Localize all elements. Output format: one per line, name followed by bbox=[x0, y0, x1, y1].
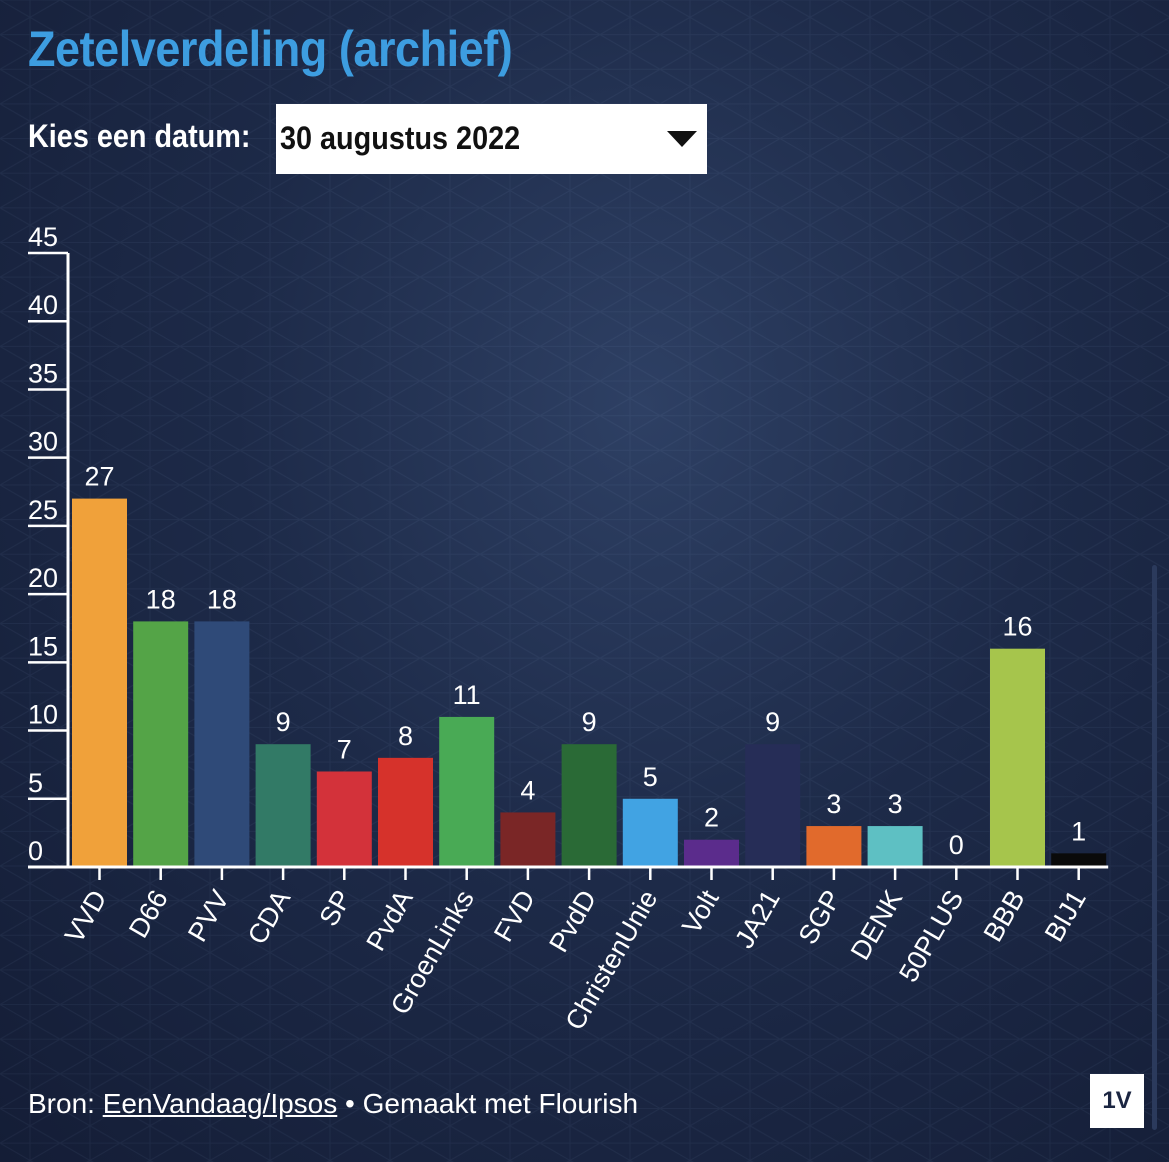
scrollbar[interactable] bbox=[1152, 565, 1157, 1130]
bar-cda bbox=[255, 744, 311, 867]
bar-ja21 bbox=[745, 744, 801, 867]
bar-sgp bbox=[806, 826, 862, 867]
bar-value-label: 9 bbox=[276, 707, 291, 737]
date-select[interactable]: 30 augustus 2022 bbox=[276, 104, 707, 174]
date-picker-label: Kies een datum: bbox=[28, 118, 251, 154]
bar-sp bbox=[316, 771, 372, 867]
x-category-label: PVV bbox=[182, 885, 235, 947]
y-tick-label: 15 bbox=[28, 631, 58, 661]
y-tick-label: 35 bbox=[28, 358, 58, 388]
bar-value-label: 3 bbox=[888, 789, 903, 819]
x-category-label: DENK bbox=[845, 885, 908, 965]
y-tick-label: 25 bbox=[28, 495, 58, 525]
bar-value-label: 7 bbox=[337, 734, 352, 764]
y-tick-label: 40 bbox=[28, 290, 58, 320]
date-select-value: 30 augustus 2022 bbox=[280, 120, 521, 156]
bar-d66 bbox=[133, 621, 189, 867]
x-category-label: JA21 bbox=[729, 885, 786, 953]
bar-value-label: 27 bbox=[84, 462, 114, 492]
source-prefix: Bron: bbox=[28, 1088, 103, 1119]
bar-value-label: 4 bbox=[520, 775, 535, 805]
bar-value-label: 5 bbox=[643, 762, 658, 792]
y-tick-label: 45 bbox=[28, 222, 58, 252]
bar-pvdd bbox=[561, 744, 617, 867]
x-category-label: D66 bbox=[123, 885, 174, 943]
bar-volt bbox=[684, 839, 739, 867]
bar-value-label: 11 bbox=[453, 680, 481, 710]
bar-value-label: 9 bbox=[765, 707, 780, 737]
bar-value-label: 3 bbox=[826, 789, 841, 819]
bar-value-label: 18 bbox=[146, 584, 176, 614]
made-with-text: • Gemaakt met Flourish bbox=[337, 1088, 639, 1119]
bar-value-label: 8 bbox=[398, 721, 413, 751]
source-link[interactable]: EenVandaag/Ipsos bbox=[102, 1088, 338, 1119]
page-title: Zetelverdeling (archief) bbox=[28, 21, 513, 77]
bar-christenunie bbox=[622, 798, 678, 867]
bar-value-label: 1 bbox=[1071, 816, 1086, 846]
x-category-label: PvdD bbox=[543, 885, 602, 957]
y-tick-label: 20 bbox=[28, 563, 58, 593]
x-category-label: SP bbox=[313, 885, 357, 931]
y-tick-label: 0 bbox=[28, 836, 43, 866]
footer: Bron: EenVandaag/Ipsos • Gemaakt met Flo… bbox=[28, 1088, 638, 1120]
x-category-label: PvdA bbox=[360, 885, 418, 956]
bar-value-label: 16 bbox=[1002, 612, 1032, 642]
y-tick-label: 10 bbox=[28, 700, 58, 730]
eenvandaag-logo: 1V bbox=[1090, 1074, 1144, 1128]
y-tick-label: 5 bbox=[28, 768, 43, 798]
x-category-label: BIJ1 bbox=[1039, 885, 1092, 947]
bar-value-label: 18 bbox=[207, 584, 237, 614]
bar-bbb bbox=[990, 648, 1045, 867]
x-category-label: CDA bbox=[242, 885, 296, 949]
bar-value-label: 9 bbox=[582, 707, 597, 737]
bar-pvv bbox=[194, 621, 250, 867]
bar-fvd bbox=[500, 812, 556, 867]
x-category-label: Volt bbox=[676, 885, 725, 939]
x-category-label: SGP bbox=[793, 885, 847, 949]
bar-vvd bbox=[72, 498, 127, 867]
bar-value-label: 2 bbox=[704, 803, 719, 833]
bar-groenlinks bbox=[439, 716, 495, 867]
x-category-label: FVD bbox=[488, 885, 541, 947]
x-category-label: BBB bbox=[978, 885, 1031, 947]
x-category-label: VVD bbox=[59, 885, 113, 948]
y-tick-label: 30 bbox=[28, 427, 58, 457]
bar-denk bbox=[867, 826, 923, 867]
bar-pvda bbox=[378, 757, 433, 867]
bar-bij1 bbox=[1051, 853, 1107, 867]
bar-value-label: 0 bbox=[949, 830, 964, 860]
chevron-down-icon bbox=[667, 131, 697, 147]
